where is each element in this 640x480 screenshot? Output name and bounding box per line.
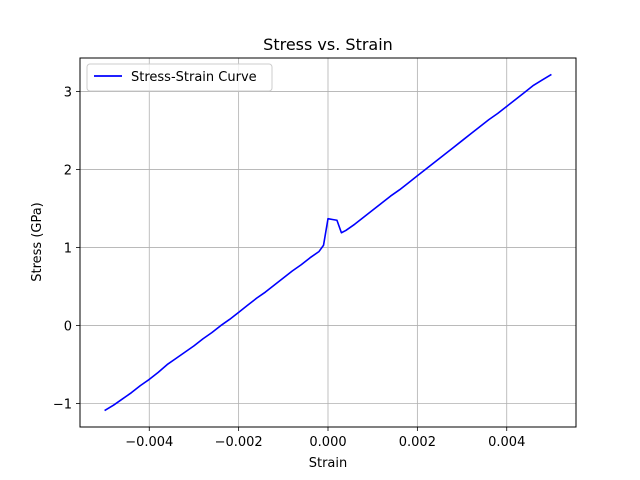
y-axis-label: Stress (GPa): [30, 202, 45, 282]
x-tick-label: 0.000: [309, 435, 346, 450]
y-tick-label: 1: [64, 242, 72, 257]
x-tick-label: 0.002: [399, 435, 436, 450]
legend: Stress-Strain Curve: [86, 63, 273, 92]
series-line-0: [104, 73, 552, 412]
x-tick-label: 0.004: [488, 435, 525, 450]
grid: [80, 58, 576, 427]
y-tick-label: −1: [53, 398, 72, 413]
x-axis-label: Strain: [309, 456, 348, 471]
x-tick-label: −0.002: [215, 435, 263, 450]
series-layer: [104, 73, 552, 412]
chart-title: Stress vs. Strain: [263, 35, 393, 54]
y-tick-label: 0: [64, 320, 72, 335]
x-tick-label: −0.004: [125, 435, 173, 450]
legend-label: Stress-Strain Curve: [131, 70, 257, 85]
y-tick-label: 3: [64, 86, 72, 101]
legend-box: [86, 63, 273, 92]
ticks: −0.004 −0.002 0.000 0.002 0.004 −1 0 1 2 3: [53, 86, 526, 450]
y-tick-label: 2: [64, 164, 72, 179]
